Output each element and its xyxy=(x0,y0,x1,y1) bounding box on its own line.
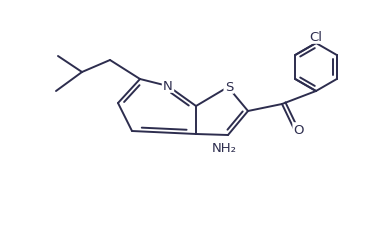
Text: O: O xyxy=(294,124,304,137)
Text: N: N xyxy=(163,79,173,92)
Text: Cl: Cl xyxy=(309,30,322,43)
Text: S: S xyxy=(225,80,233,93)
Text: NH₂: NH₂ xyxy=(212,141,237,154)
